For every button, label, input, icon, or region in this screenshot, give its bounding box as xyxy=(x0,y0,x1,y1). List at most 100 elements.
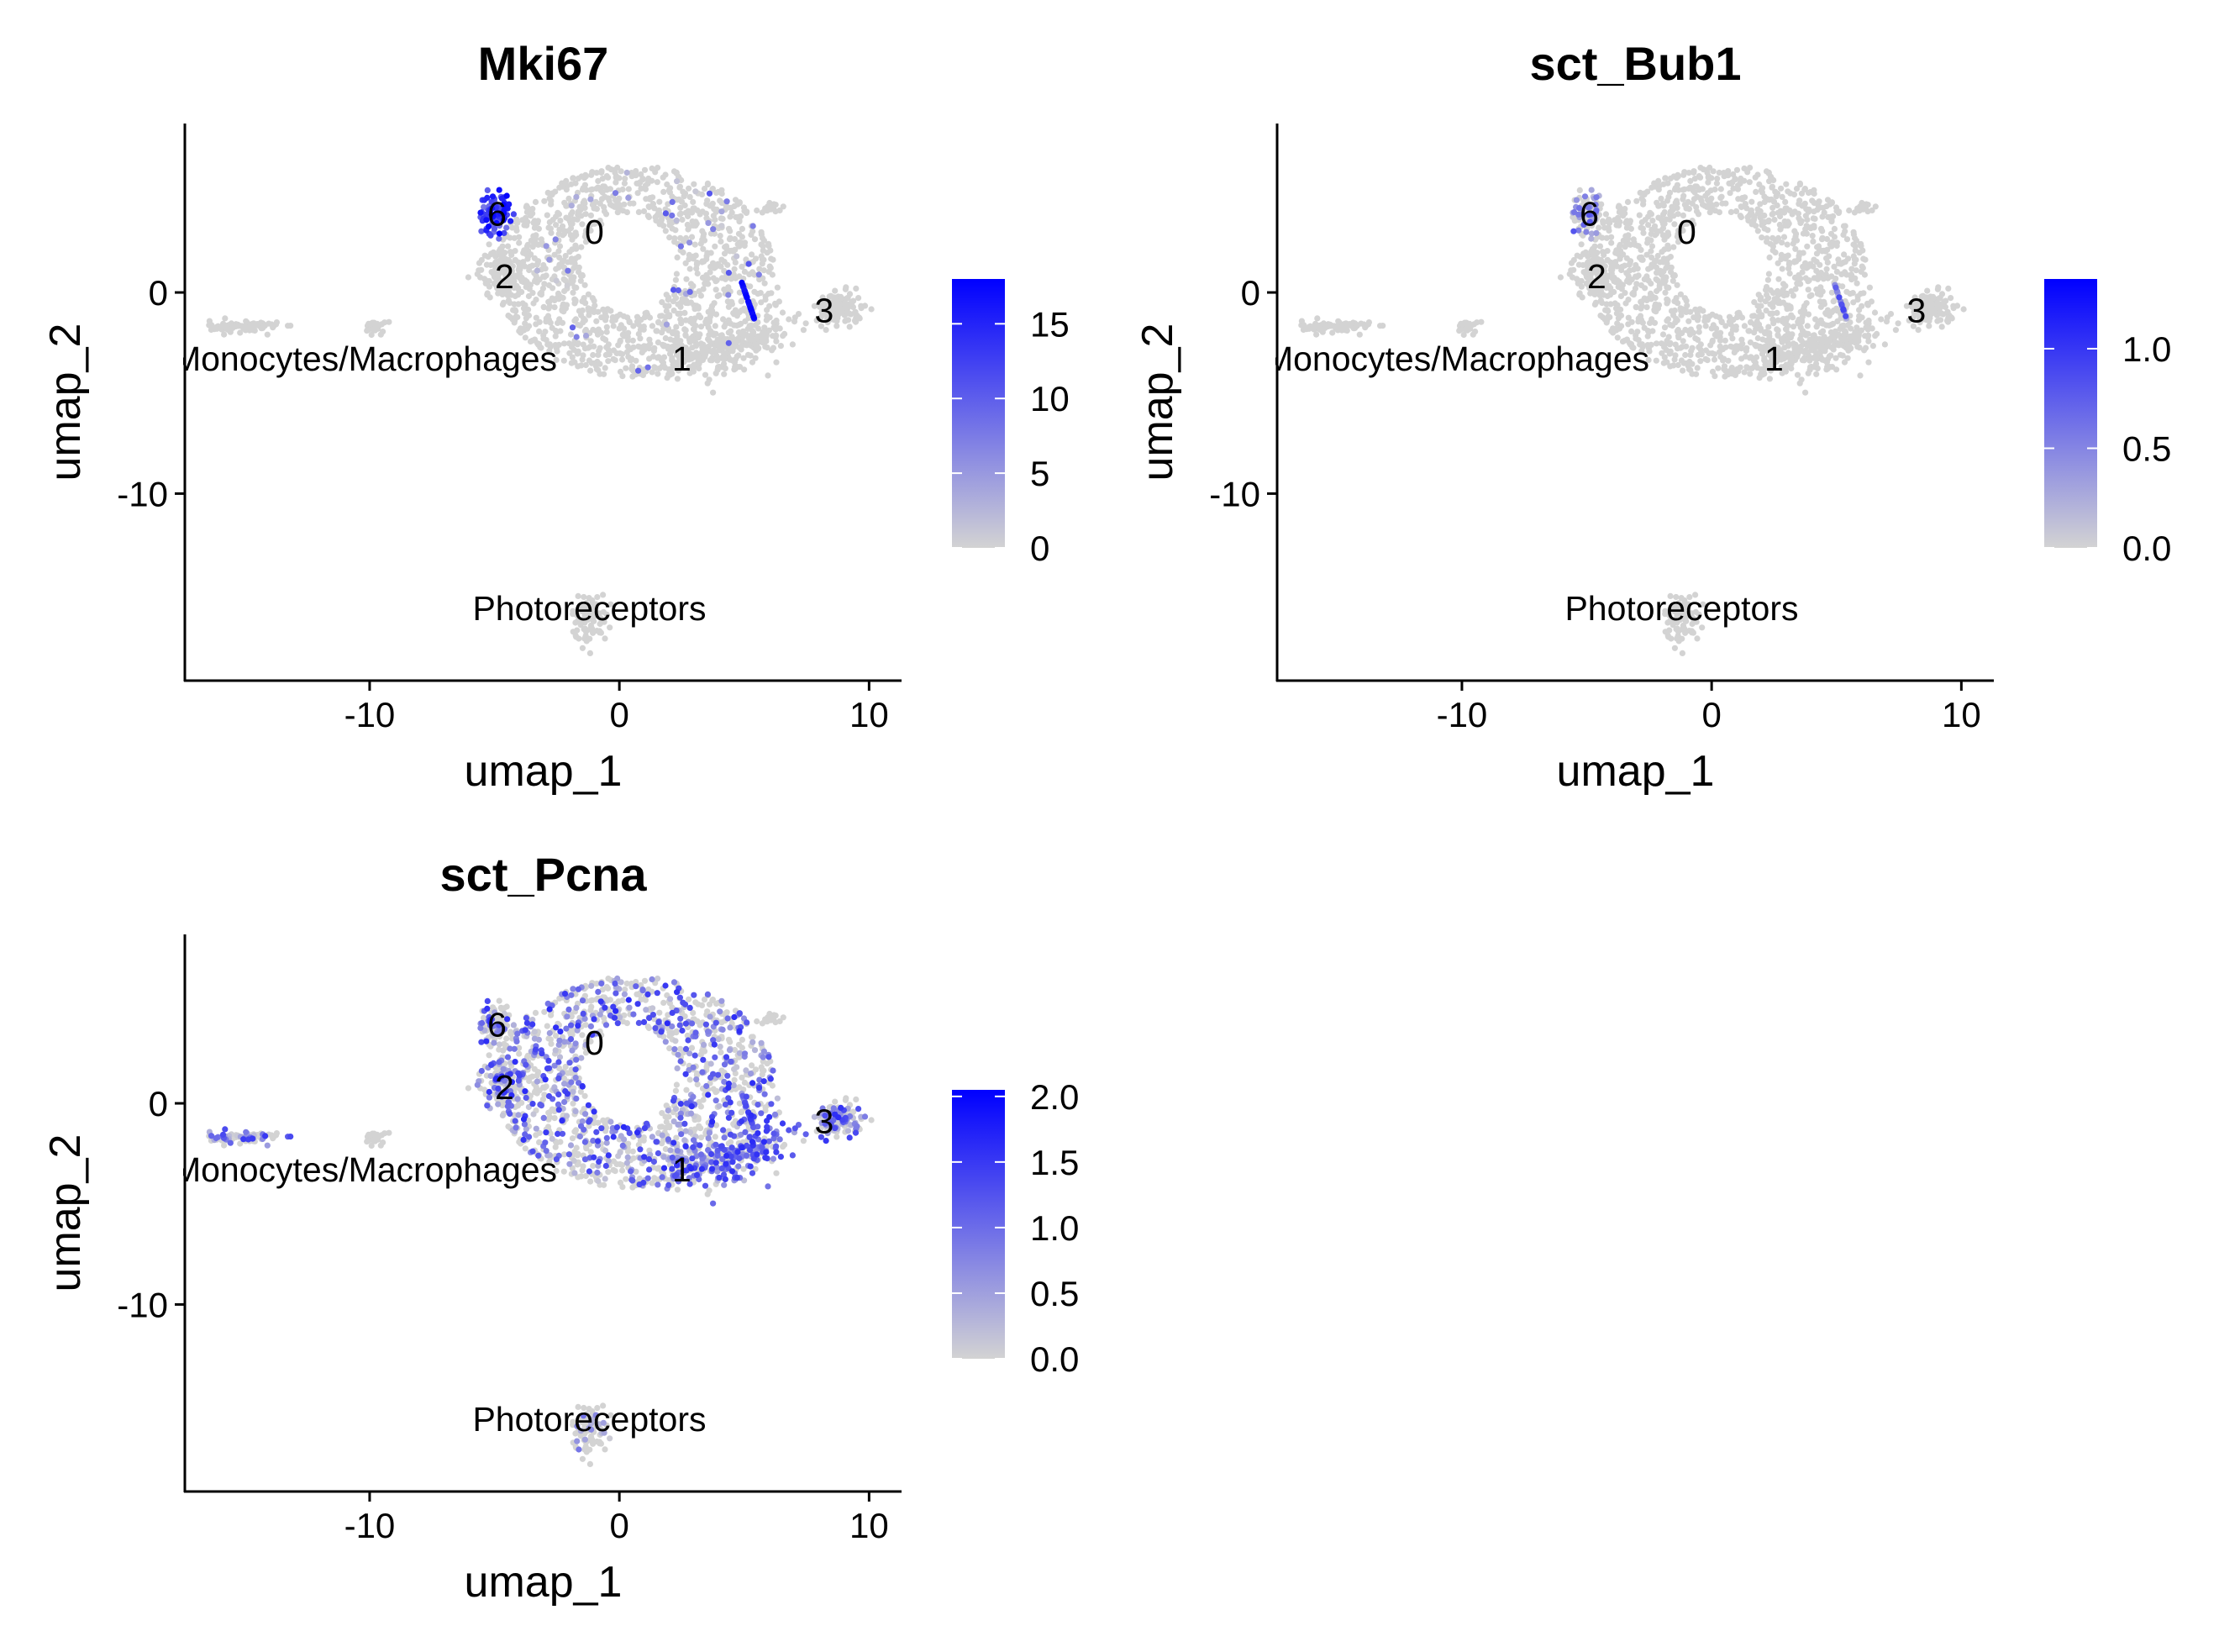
data-point xyxy=(769,347,776,354)
data-point xyxy=(1763,168,1770,175)
data-point xyxy=(1862,256,1869,263)
data-point xyxy=(513,218,519,224)
data-point xyxy=(1635,315,1642,322)
data-point xyxy=(731,235,739,243)
data-point xyxy=(1663,265,1670,271)
data-point xyxy=(538,289,545,296)
data-point xyxy=(686,996,692,1002)
data-point xyxy=(1813,335,1820,342)
data-point xyxy=(527,263,534,270)
data-point xyxy=(1809,197,1816,204)
data-point xyxy=(1667,339,1674,346)
data-point xyxy=(530,233,537,239)
data-point xyxy=(1313,331,1320,338)
data-point xyxy=(1759,218,1765,224)
data-point xyxy=(647,196,654,203)
data-point xyxy=(512,248,518,255)
data-point xyxy=(1831,234,1838,240)
data-point xyxy=(1675,334,1682,341)
data-point xyxy=(551,251,558,258)
x-axis-label: umap_1 xyxy=(1557,747,1715,796)
data-point xyxy=(868,306,875,313)
data-point xyxy=(768,290,775,297)
data-point xyxy=(718,1049,724,1055)
data-point xyxy=(1661,354,1668,360)
data-point xyxy=(1785,222,1791,229)
data-point xyxy=(710,226,717,233)
data-point xyxy=(762,205,769,212)
data-point xyxy=(605,195,612,202)
data-point xyxy=(727,356,734,363)
data-point xyxy=(1938,291,1946,297)
data-point xyxy=(1843,313,1849,319)
data-point xyxy=(1778,251,1785,258)
data-point xyxy=(1656,282,1663,289)
data-point xyxy=(637,335,644,342)
data-point xyxy=(661,365,669,371)
data-point xyxy=(1709,368,1717,375)
data-point xyxy=(1766,329,1773,336)
data-point xyxy=(545,298,552,305)
data-point xyxy=(582,332,590,339)
data-point xyxy=(669,193,676,200)
data-point xyxy=(602,211,610,218)
data-point xyxy=(683,276,690,282)
data-point xyxy=(1788,365,1795,372)
data-point xyxy=(1803,223,1810,229)
data-point xyxy=(732,259,739,266)
data-point xyxy=(763,337,770,344)
data-point xyxy=(618,1167,626,1174)
data-point xyxy=(1798,337,1805,344)
data-point xyxy=(208,322,215,329)
data-point xyxy=(1746,328,1753,334)
data-point xyxy=(545,281,553,289)
data-point xyxy=(1660,255,1667,262)
data-point xyxy=(1636,212,1643,218)
data-point xyxy=(732,246,739,253)
data-point xyxy=(1866,284,1873,291)
data-point xyxy=(764,250,770,256)
data-point xyxy=(670,287,677,293)
data-point xyxy=(669,212,676,219)
data-point xyxy=(1633,197,1640,204)
data-point xyxy=(505,313,512,319)
data-point xyxy=(601,371,607,377)
data-point xyxy=(1940,311,1947,318)
data-point xyxy=(1950,305,1957,312)
data-point xyxy=(1935,304,1942,312)
data-point xyxy=(1798,376,1805,383)
data-point xyxy=(527,338,534,345)
data-point xyxy=(1755,292,1762,298)
data-point xyxy=(545,224,552,231)
data-point xyxy=(1638,246,1644,253)
data-point xyxy=(567,221,575,228)
data-point xyxy=(1730,185,1737,192)
y-tick-label: -10 xyxy=(117,474,168,513)
data-point xyxy=(1713,180,1720,187)
data-point xyxy=(738,213,744,219)
data-point xyxy=(764,307,770,313)
data-point xyxy=(687,281,695,287)
data-point xyxy=(1774,309,1780,316)
data-point xyxy=(769,1082,776,1089)
data-point xyxy=(781,330,788,337)
data-point xyxy=(1806,292,1813,299)
data-point xyxy=(516,239,523,246)
data-point xyxy=(1941,300,1948,307)
data-point xyxy=(1813,324,1820,330)
data-point xyxy=(660,999,667,1006)
data-point xyxy=(1695,317,1701,324)
data-point xyxy=(541,1008,548,1015)
data-point xyxy=(1602,211,1609,218)
point-layer xyxy=(1298,164,1967,657)
data-point xyxy=(697,292,705,299)
data-point xyxy=(1830,213,1837,219)
data-point xyxy=(773,338,780,345)
data-point xyxy=(1813,354,1820,360)
data-point xyxy=(758,231,765,238)
data-point xyxy=(677,234,684,241)
data-point xyxy=(1578,283,1585,290)
data-point xyxy=(623,365,629,371)
data-point xyxy=(749,223,756,229)
data-point xyxy=(617,337,623,344)
